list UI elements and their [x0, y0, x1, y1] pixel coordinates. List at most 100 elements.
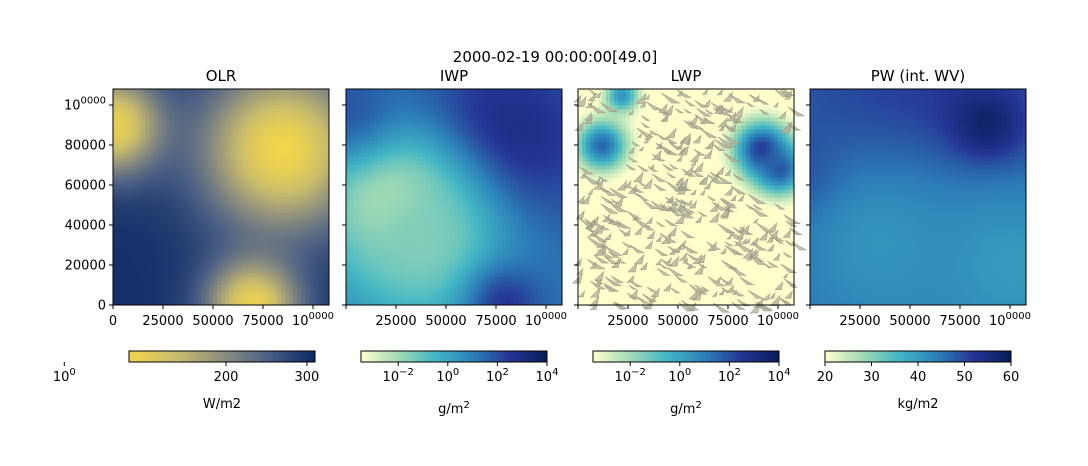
- heatmap-cell: [370, 169, 375, 174]
- heatmap-cell: [370, 105, 375, 110]
- heatmap-cell: [145, 261, 150, 266]
- heatmap-cell: [157, 249, 162, 254]
- heatmap-cell: [346, 109, 351, 114]
- heatmap-cell: [366, 269, 371, 274]
- heatmap-cell: [273, 285, 278, 290]
- heatmap-cell: [201, 257, 206, 262]
- heatmap-cell: [113, 281, 118, 286]
- heatmap-cell: [354, 105, 359, 110]
- heatmap-cell: [153, 97, 158, 102]
- heatmap-cell: [382, 241, 387, 246]
- heatmap-cell: [346, 89, 351, 94]
- heatmap-cell: [273, 229, 278, 234]
- heatmap-cell: [438, 161, 443, 166]
- heatmap-cell: [169, 261, 174, 266]
- heatmap-cell: [141, 257, 146, 262]
- heatmap-cell: [145, 93, 150, 98]
- heatmap-cell: [289, 213, 294, 218]
- heatmap-cell: [249, 237, 254, 242]
- heatmap-cell: [358, 233, 363, 238]
- heatmap-cell: [438, 213, 443, 218]
- heatmap-cell: [474, 157, 479, 162]
- heatmap-cell: [277, 165, 282, 170]
- heatmap-cell: [398, 273, 403, 278]
- heatmap-cell: [410, 125, 415, 130]
- heatmap-cell: [297, 133, 302, 138]
- heatmap-cell: [265, 301, 270, 306]
- heatmap-cell: [205, 125, 210, 130]
- heatmap-cell: [390, 229, 395, 234]
- heatmap-cell: [317, 125, 322, 130]
- heatmap-cell: [145, 197, 150, 202]
- heatmap-cell: [225, 153, 230, 158]
- heatmap-cell: [406, 297, 411, 302]
- heatmap-cell: [273, 105, 278, 110]
- heatmap-cell: [285, 101, 290, 106]
- heatmap-cell: [482, 229, 487, 234]
- heatmap-cell: [113, 189, 118, 194]
- heatmap-cell: [197, 101, 202, 106]
- heatmap-cell: [281, 185, 286, 190]
- heatmap-cell: [297, 137, 302, 142]
- heatmap-cell: [430, 217, 435, 222]
- heatmap-cell: [145, 249, 150, 254]
- heatmap-cell: [313, 289, 318, 294]
- heatmap-cell: [470, 101, 475, 106]
- heatmap-cell: [354, 297, 359, 302]
- heatmap-cell: [249, 273, 254, 278]
- colorbar-segment: [284, 351, 288, 362]
- heatmap-cell: [125, 281, 130, 286]
- heatmap-cell: [161, 113, 166, 118]
- heatmap-cell: [281, 225, 286, 230]
- colorbar-segment: [175, 351, 179, 362]
- heatmap-cell: [406, 89, 411, 94]
- heatmap-cell: [450, 117, 455, 122]
- heatmap-cell: [350, 145, 355, 150]
- heatmap-cell: [410, 101, 415, 106]
- heatmap-cell: [414, 261, 419, 266]
- heatmap-cell: [470, 221, 475, 226]
- heatmap-cell: [181, 229, 186, 234]
- heatmap-cell: [450, 177, 455, 182]
- heatmap-cell: [438, 209, 443, 214]
- heatmap-cell: [229, 109, 234, 114]
- heatmap-cell: [233, 233, 238, 238]
- heatmap-cell: [317, 229, 322, 234]
- heatmap-cell: [269, 101, 274, 106]
- heatmap-cell: [213, 121, 218, 126]
- heatmap-cell: [241, 89, 246, 94]
- heatmap-cell: [486, 109, 491, 114]
- heatmap-cell: [249, 301, 254, 306]
- heatmap-cell: [181, 205, 186, 210]
- heatmap-cell: [478, 289, 483, 294]
- heatmap-cell: [221, 193, 226, 198]
- heatmap-cell: [470, 249, 475, 254]
- heatmap-cell: [321, 261, 326, 266]
- heatmap-cell: [113, 289, 118, 294]
- heatmap-cell: [422, 253, 427, 258]
- heatmap-cell: [189, 129, 194, 134]
- heatmap-cell: [265, 225, 270, 230]
- heatmap-cell: [293, 137, 298, 142]
- heatmap-cell: [253, 129, 258, 134]
- heatmap-cell: [309, 197, 314, 202]
- heatmap-cell: [474, 125, 479, 130]
- heatmap-cell: [229, 93, 234, 98]
- heatmap-cell: [157, 265, 162, 270]
- heatmap-cell: [157, 217, 162, 222]
- heatmap-cell: [438, 269, 443, 274]
- heatmap-cell: [137, 301, 142, 306]
- heatmap-cell: [474, 217, 479, 222]
- heatmap-cell: [229, 221, 234, 226]
- heatmap-cell: [153, 237, 158, 242]
- heatmap-cell: [213, 229, 218, 234]
- heatmap-cell: [245, 229, 250, 234]
- heatmap-cell: [293, 225, 298, 230]
- heatmap-cell: [426, 253, 431, 258]
- heatmap-cell: [374, 89, 379, 94]
- heatmap-cell: [141, 237, 146, 242]
- heatmap-cell: [386, 249, 391, 254]
- heatmap-cell: [398, 225, 403, 230]
- heatmap-cell: [261, 229, 266, 234]
- heatmap-cell: [426, 105, 431, 110]
